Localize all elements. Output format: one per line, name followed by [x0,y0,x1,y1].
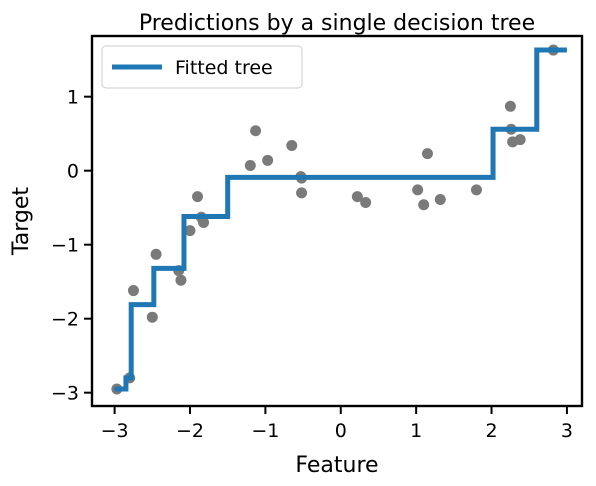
axis-ticks: −3 −2 −1 0 1 2 3 −3 −2 −1 0 1 [51,87,573,442]
scatter-points [111,44,559,395]
fitted-tree-line [114,47,567,392]
data-point [198,216,210,228]
data-point [504,100,516,112]
x-tick-label: −3 [101,420,129,442]
data-point [184,225,196,237]
data-point [351,191,363,203]
legend-label-fitted-tree: Fitted tree [175,57,273,79]
data-point [127,285,139,297]
data-point [418,199,430,211]
data-point [514,134,526,146]
y-axis-label: Target [9,187,34,256]
y-tick-label: −2 [51,309,79,331]
data-point [262,154,274,166]
data-point [434,194,446,206]
y-tick-label: −3 [51,383,79,405]
data-point [296,187,308,199]
y-tick-label: −1 [51,235,79,257]
data-point [421,148,433,160]
x-tick-label: 3 [561,420,573,442]
data-point [244,160,256,171]
data-point [175,274,187,286]
data-point [412,184,424,196]
x-tick-label: 2 [485,420,497,442]
chart-title: Predictions by a single decision tree [139,11,535,36]
x-tick-label: 0 [335,420,347,442]
x-tick-label: −2 [176,420,204,442]
data-point [470,184,482,196]
data-point [286,140,298,152]
legend-box [101,45,303,89]
plot-area-frame [90,34,584,408]
legend: Fitted tree [101,45,303,89]
x-tick-label: 1 [410,420,422,442]
y-tick-label: 1 [67,87,79,109]
data-point [192,191,204,203]
series-line-fitted-tree [114,47,567,392]
y-tick-label: 0 [67,161,79,183]
x-tick-label: −1 [251,420,279,442]
data-point [360,197,372,208]
data-point [250,125,262,137]
data-point [150,248,162,260]
x-axis-label: Feature [295,453,378,478]
data-point [146,311,158,323]
